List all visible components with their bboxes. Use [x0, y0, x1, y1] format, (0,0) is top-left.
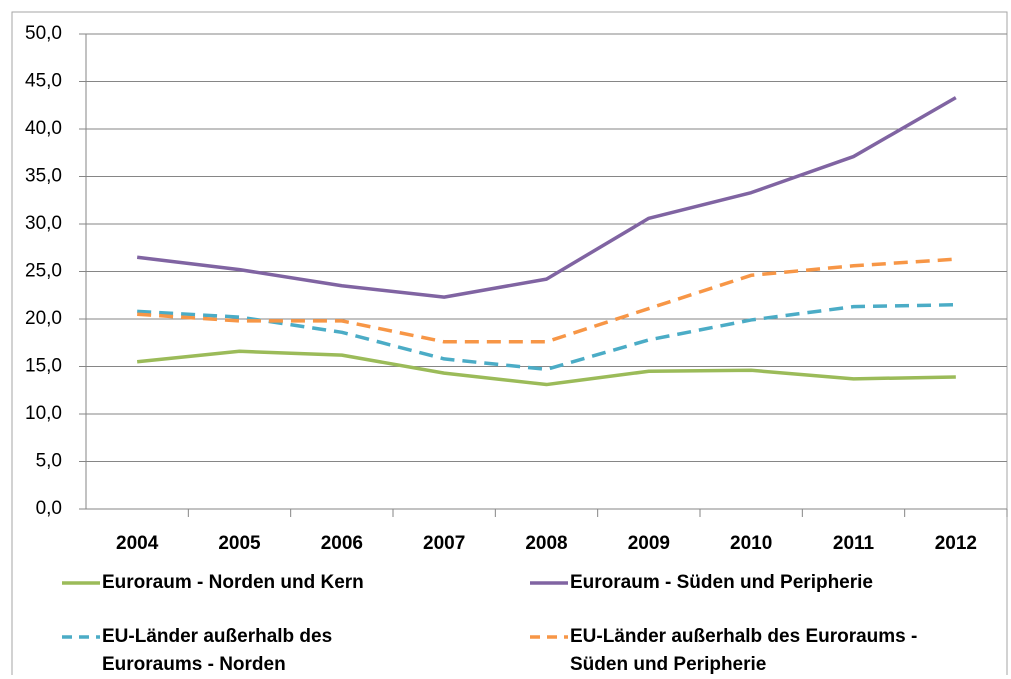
x-tick-label: 2010 [730, 533, 772, 554]
y-tick-label: 35,0 [25, 166, 62, 187]
x-tick-label: 2005 [218, 533, 261, 554]
y-tick-label: 20,0 [25, 308, 62, 329]
x-tick-label: 2009 [628, 533, 670, 554]
y-tick-label: 15,0 [25, 356, 62, 377]
x-tick-label: 2007 [423, 533, 465, 554]
y-tick-label: 45,0 [25, 71, 62, 92]
legend-label: EU-Länder außerhalb des Euroraums - Süde… [570, 626, 918, 675]
y-tick-label: 40,0 [25, 118, 62, 139]
series-line [137, 257, 956, 344]
legend-label: Euroraum - Süden und Peripherie [570, 572, 873, 593]
series-line [136, 349, 956, 387]
y-tick-label: 50,0 [25, 23, 62, 44]
legend-label: EU-Länder außerhalb des Euroraums - Nord… [102, 626, 333, 675]
x-tick-label: 2008 [525, 533, 567, 554]
y-tick-label: 25,0 [25, 261, 62, 282]
y-tick-label: 5,0 [36, 451, 62, 472]
legend-label: Euroraum - Norden und Kern [102, 572, 364, 593]
y-tick-label: 0,0 [36, 498, 62, 519]
x-tick-label: 2006 [321, 533, 363, 554]
series-line [137, 303, 956, 372]
y-tick-label: 10,0 [25, 403, 62, 424]
chart-frame [11, 11, 1008, 675]
y-tick-label: 30,0 [25, 213, 62, 234]
series-line [136, 96, 957, 299]
x-tick-label: 2004 [116, 533, 159, 554]
x-tick-label: 2012 [935, 533, 977, 554]
x-tick-label: 2011 [833, 533, 875, 554]
